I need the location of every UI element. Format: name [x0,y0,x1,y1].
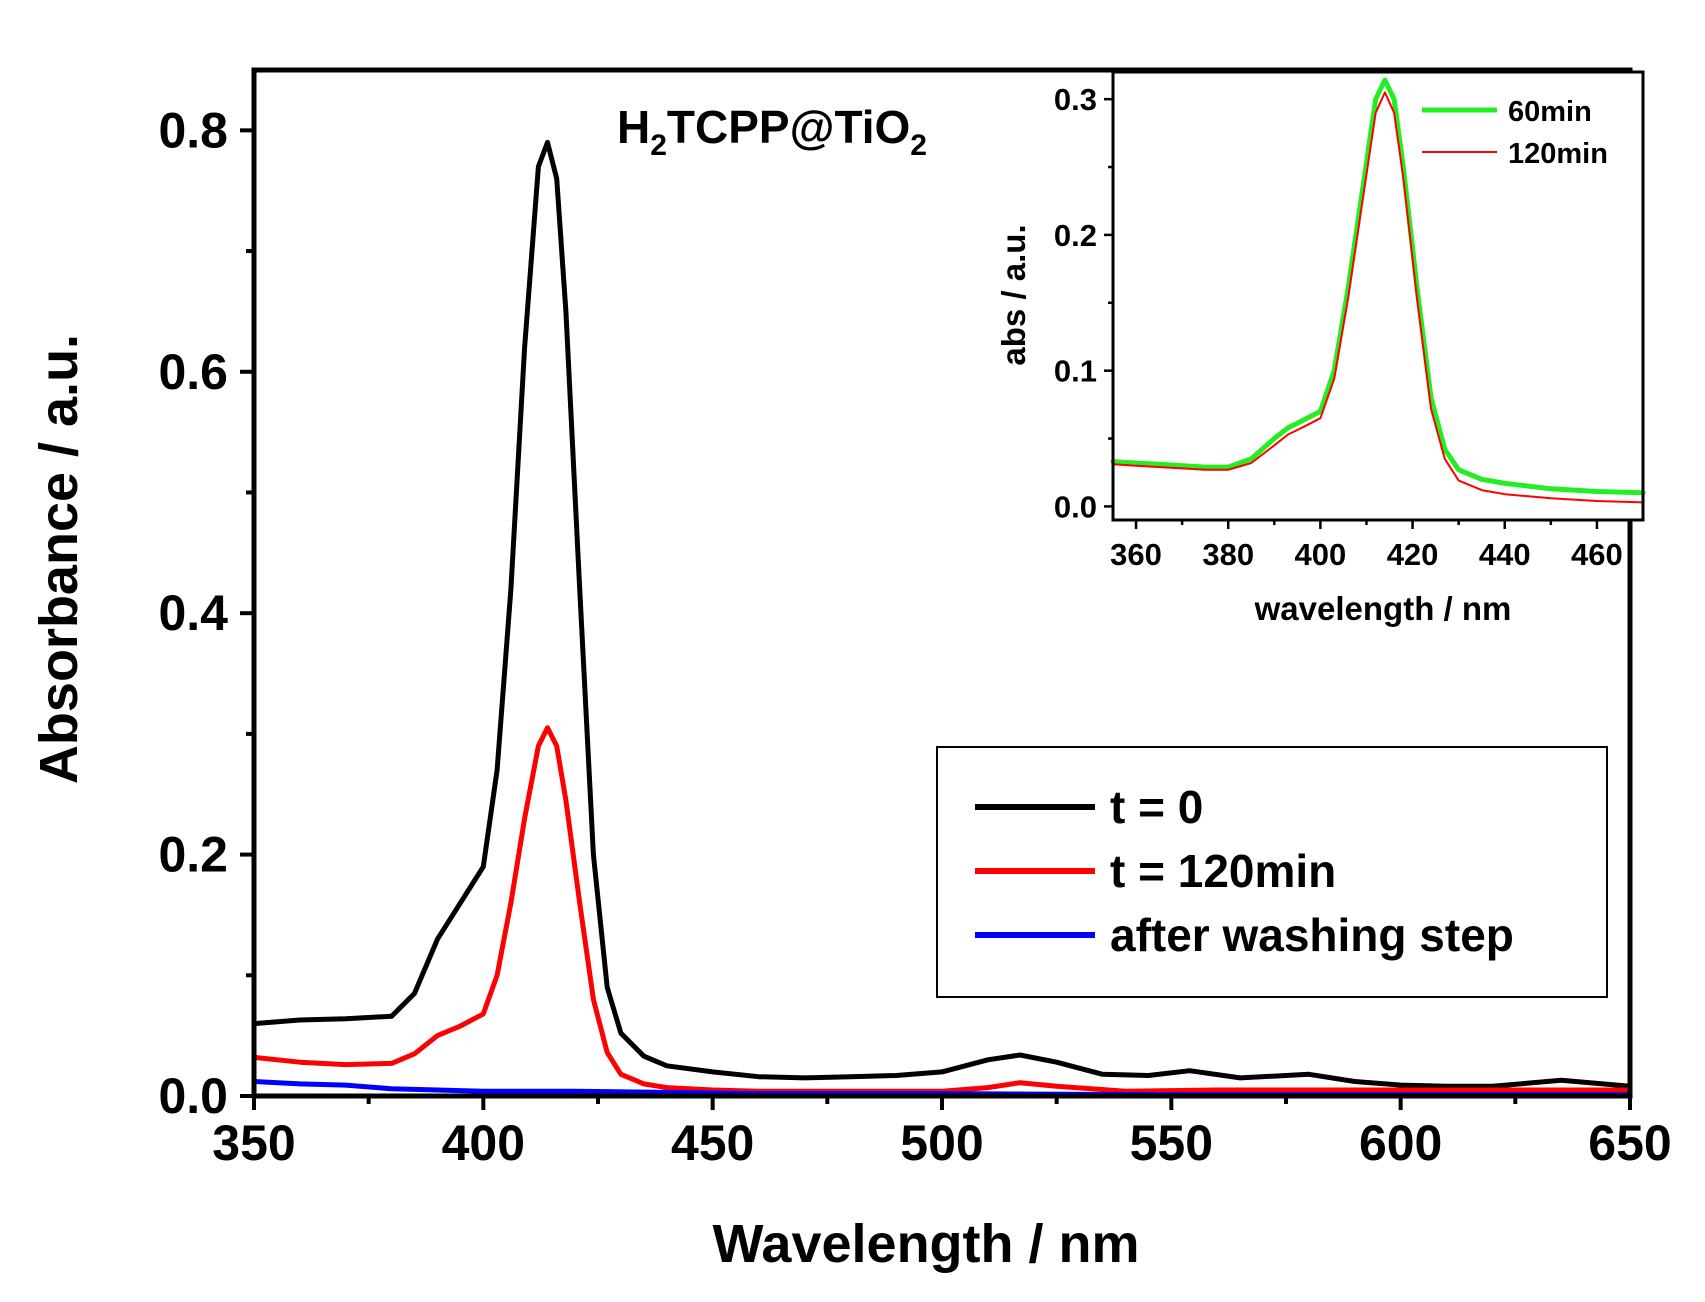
x-tick-label: 440 [1479,537,1531,572]
y-tick-label: 0.6 [158,344,228,400]
x-tick-label: 460 [1571,537,1623,572]
x-tick-label: 420 [1387,537,1439,572]
x-tick-label: 500 [900,1115,983,1171]
inset-y-axis-title: abs / a.u. [995,224,1032,365]
main-x-axis-title: Wavelength / nm [712,1214,1139,1274]
sample-label-part: TCPP@TiO [667,101,910,153]
sample-label-part: H [617,101,650,153]
x-tick-label: 550 [1130,1115,1213,1171]
main-plot-frame [251,67,1633,1099]
series-line-t-120min [251,725,1633,1094]
inset-plot-frame [1111,70,1645,522]
main-axis-ticks: 350 400 450 500 550 600 650 0.0 0.2 0.4 0.6 0.8 [158,102,1671,1171]
x-tick-label: 360 [1110,537,1162,572]
x-tick-label: 380 [1202,537,1254,572]
x-tick-label: 650 [1588,1115,1671,1171]
inset-background [1113,72,1643,520]
inset-series-group [1110,77,1646,504]
y-tick-label: 0.3 [1054,82,1097,117]
legend-label: after washing step [1110,909,1514,961]
y-tick-label: 0.0 [158,1068,228,1124]
y-tick-label: 0.2 [158,827,228,883]
x-tick-label: 400 [442,1115,525,1171]
inset-x-axis-title: wavelength / nm [1254,590,1512,627]
sample-label: H2TCPP@TiO2 [617,101,927,162]
legend-label: t = 120min [1110,845,1336,897]
legend-label: 120min [1508,138,1608,170]
series-line-60min [1110,77,1646,496]
y-tick-label: 0.1 [1054,354,1097,389]
x-tick-label: 350 [212,1115,295,1171]
legend-label: t = 0 [1110,781,1203,833]
x-tick-label: 400 [1295,537,1347,572]
x-tick-label: 600 [1359,1115,1442,1171]
series-line-120min [1112,91,1644,504]
y-tick-label: 0.4 [158,585,228,641]
y-tick-label: 0.8 [158,102,228,158]
inset-legend: 60min 120min [1422,96,1608,170]
sample-label-subscript: 2 [910,129,927,162]
y-tick-label: 0.0 [1054,489,1097,524]
main-legend: t = 0 t = 120min after washing step [936,746,1608,998]
y-tick-label: 0.2 [1054,218,1097,253]
inset-axis-ticks: 360 380 400 420 440 460 0.0 0.1 0.2 0.3 [1054,82,1623,572]
legend-label: 60min [1508,96,1592,128]
sample-label-subscript: 2 [650,129,667,162]
series-line-t-0 [251,139,1633,1089]
main-y-axis-title: Absorbance / a.u. [29,334,89,784]
x-tick-label: 450 [671,1115,754,1171]
